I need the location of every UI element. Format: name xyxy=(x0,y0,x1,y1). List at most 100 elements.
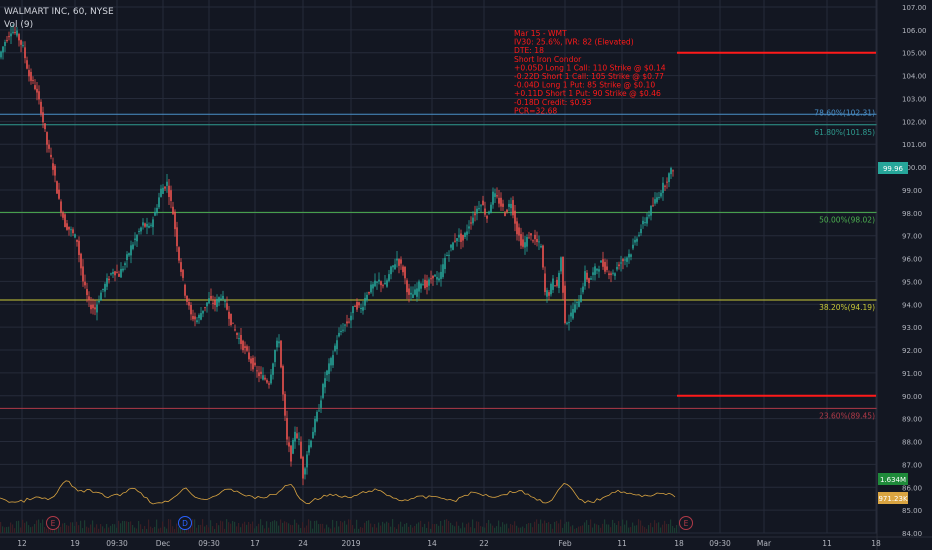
candle-body xyxy=(312,431,314,439)
grid-lines xyxy=(0,0,877,534)
candle-body xyxy=(392,265,394,268)
volume-bar xyxy=(64,522,66,533)
y-tick-label: 97.00 xyxy=(902,233,922,241)
candle-body xyxy=(150,224,152,226)
volume-bar xyxy=(674,527,676,533)
volume-bar xyxy=(556,520,558,533)
candle-body xyxy=(282,366,284,395)
candle-body xyxy=(120,268,122,278)
volume-bar xyxy=(324,528,326,533)
volume-bar xyxy=(42,519,44,533)
candle-body xyxy=(250,358,252,364)
candle-body xyxy=(672,170,674,172)
volume-bar xyxy=(432,524,434,533)
candle-body xyxy=(210,296,212,299)
candle-body xyxy=(266,380,268,383)
candle-body xyxy=(390,266,392,275)
candle-body xyxy=(356,301,358,310)
volume-bar xyxy=(60,526,62,533)
price-axis[interactable]: 84.00 85.00 86.00 87.00 88.00 89.00 90.00 91.00… xyxy=(876,0,927,550)
volume-bar xyxy=(546,522,548,533)
candle-body xyxy=(518,227,520,236)
candle-body xyxy=(108,278,110,281)
candle-body xyxy=(300,441,302,459)
y-tick-label: 93.00 xyxy=(902,324,922,332)
candle-body xyxy=(204,307,206,309)
volume-bar xyxy=(158,528,160,533)
volume-bar xyxy=(532,527,534,533)
candle-body xyxy=(186,295,188,302)
candle-body xyxy=(218,297,220,303)
event-marker-label: E xyxy=(51,519,56,528)
candle-body xyxy=(182,269,184,278)
volume-bar xyxy=(428,521,430,533)
x-tick-label: 11 xyxy=(617,539,627,548)
volume-bar xyxy=(10,522,12,533)
volume-bar xyxy=(322,523,324,533)
x-tick-label: 09:30 xyxy=(198,539,220,548)
candle-body xyxy=(598,269,600,272)
volume-bar xyxy=(484,527,486,533)
candle-body xyxy=(578,301,580,307)
volume-bar xyxy=(178,527,180,533)
candle-body xyxy=(486,215,488,219)
candle-body xyxy=(386,280,388,287)
axis-badges: 99.96 1.634M 971.23K xyxy=(878,162,908,504)
x-tick-label: 12 xyxy=(17,539,27,548)
candle-body xyxy=(454,240,456,242)
volume-bar xyxy=(522,526,524,533)
candle-body xyxy=(502,203,504,207)
volume-bar xyxy=(210,520,212,533)
last-price-badge: 99.96 xyxy=(883,165,904,173)
candle-body xyxy=(292,439,294,454)
candle-body xyxy=(492,191,494,205)
volume-bar xyxy=(136,528,138,533)
candle-body xyxy=(570,312,572,317)
volume-ma-line xyxy=(0,480,676,505)
volume-bar xyxy=(516,525,518,533)
candle-body xyxy=(514,210,516,224)
candle-body xyxy=(22,45,24,47)
candle-body xyxy=(608,273,610,276)
candle-body xyxy=(472,217,474,224)
volume-bar xyxy=(584,522,586,533)
volume-indicator-label[interactable]: Vol (9) xyxy=(4,20,33,30)
volume-bar xyxy=(204,526,206,533)
volume-bar xyxy=(558,523,560,533)
volume-bar xyxy=(62,523,64,533)
candle-body xyxy=(648,214,650,217)
candle-body xyxy=(102,288,104,290)
candle-body xyxy=(642,220,644,225)
volume-bar xyxy=(476,521,478,533)
candle-body xyxy=(488,211,490,214)
candle-body xyxy=(542,245,544,268)
volume-bar xyxy=(408,526,410,533)
symbol-title[interactable]: WALMART INC, 60, NYSE xyxy=(4,7,114,17)
candle-body xyxy=(594,266,596,275)
candle-body xyxy=(670,168,672,175)
volume-bar xyxy=(124,521,126,533)
candle-body xyxy=(606,266,608,270)
candle-body xyxy=(460,233,462,242)
volume-bar xyxy=(668,524,670,533)
candle-body xyxy=(304,468,306,475)
x-tick-label: Feb xyxy=(558,539,572,548)
volume-bar xyxy=(402,526,404,533)
volume-bar xyxy=(238,522,240,533)
candle-body xyxy=(428,279,430,286)
candle-body xyxy=(552,278,554,290)
candle-body xyxy=(398,259,400,266)
volume-bar xyxy=(20,527,22,533)
time-axis[interactable]: 12 19 09:30 Dec 09:30 17 24 2019 14 22 Feb 11 18 09:3… xyxy=(0,536,932,548)
candle-body xyxy=(468,226,470,229)
candle-body xyxy=(10,33,12,37)
y-tick-label: 86.00 xyxy=(902,484,922,492)
candle-body xyxy=(180,262,182,272)
volume-bar xyxy=(200,524,202,533)
volume-bar xyxy=(464,527,466,533)
volume-bar xyxy=(250,523,252,533)
y-tick-label: 106.00 xyxy=(902,27,927,35)
candle-body xyxy=(264,377,266,380)
candle-body xyxy=(540,245,542,248)
